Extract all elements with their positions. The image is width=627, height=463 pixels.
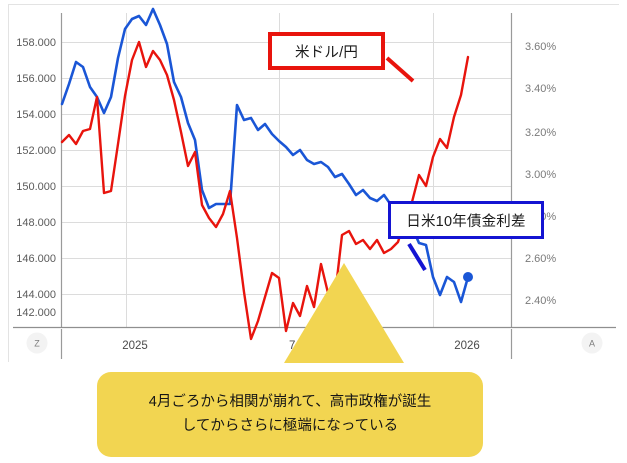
y-tick-left-2: 154.000 [16,109,56,121]
annotation-usdjpy[interactable]: 米ドル/円 [268,32,385,70]
note-callout[interactable]: 4月ごろから相関が崩れて、高市政権が誕生 してからさらに極端になっている [97,372,483,457]
y-axis-left-ticks: 158.000 156.000 154.000 152.000 150.000 … [16,37,56,319]
y-axis-right-ticks: 3.60% 3.40% 3.20% 3.00% 2.80% 2.60% 2.40… [525,41,556,307]
x-tick-2: 2026 [454,340,480,352]
y-tick-right-2: 3.20% [525,127,556,139]
x-tick-0: 2025 [122,340,148,352]
annotation-spread[interactable]: 日米10年債金利差 [388,201,544,239]
corner-button-right[interactable]: A [581,332,603,354]
y-tick-left-4: 150.000 [16,181,56,193]
y-tick-right-1: 3.40% [525,83,556,95]
corner-button-right-label: A [589,339,595,349]
y-tick-right-0: 3.60% [525,41,556,53]
y-tick-left-6: 146.000 [16,253,56,265]
corner-button-left-label: Z [34,339,40,349]
corner-button-left[interactable]: Z [26,332,48,354]
annotation-usdjpy-label: 米ドル/円 [294,44,359,61]
y-tick-left-1: 156.000 [16,73,56,85]
y-tick-right-5: 2.60% [525,253,556,265]
y-tick-left-0: 158.000 [16,37,56,49]
note-line-1: 4月ごろから相関が崩れて、高市政権が誕生 [148,393,432,410]
y-tick-left-5: 148.000 [16,217,56,229]
y-tick-right-6: 2.40% [525,295,556,307]
series-endpoint-spread [463,272,473,282]
x-tick-1: 7月 [289,340,307,352]
annotation-spread-label: 日米10年債金利差 [406,213,526,230]
note-line-2: してからさらに極端になっている [181,417,399,434]
y-tick-left-8: 142.000 [16,307,56,319]
y-tick-right-3: 3.00% [525,169,556,181]
y-tick-left-7: 144.000 [16,289,56,301]
y-tick-left-3: 152.000 [16,145,56,157]
